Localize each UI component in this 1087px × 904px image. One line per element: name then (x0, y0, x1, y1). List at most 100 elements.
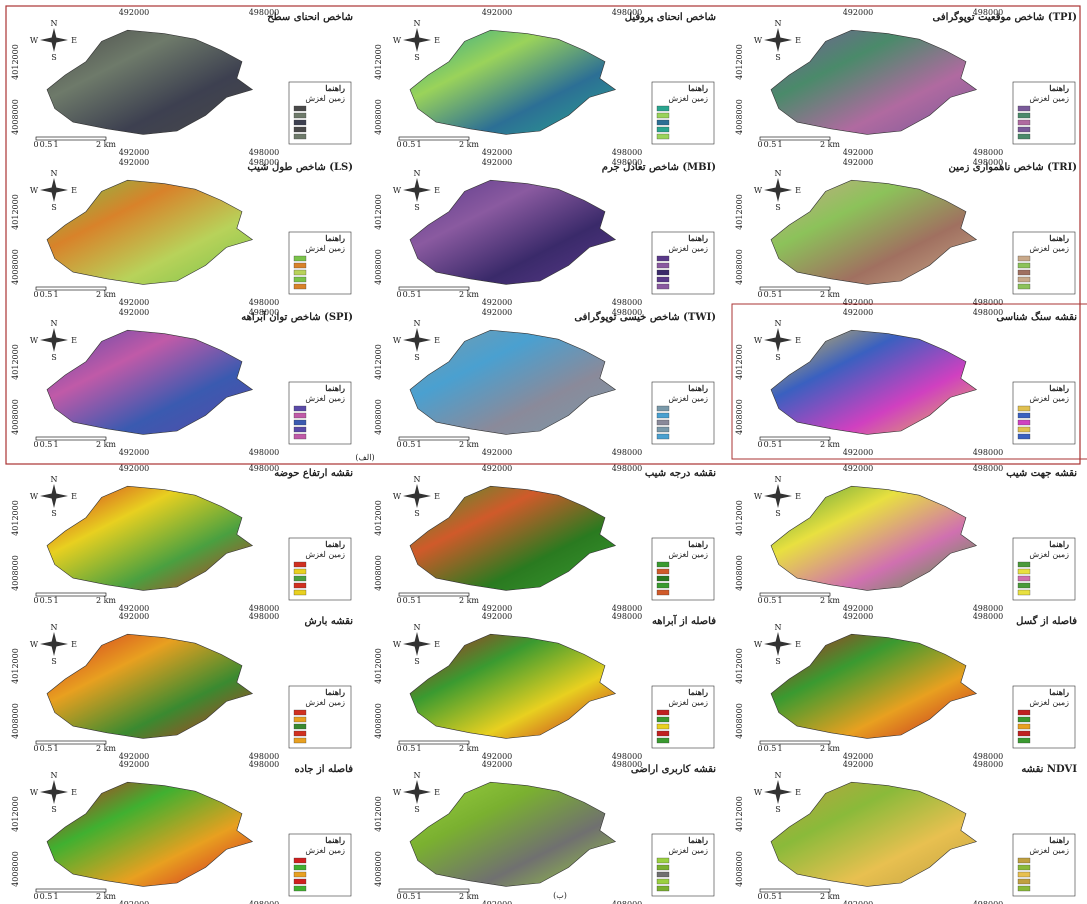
coord-label: 4012000 (374, 500, 383, 536)
catchment-map (770, 781, 978, 887)
scale-label: 0.5 (40, 440, 53, 449)
scale-label: 2 km (820, 140, 840, 149)
legend-landslide: زمین لغزش (668, 394, 708, 403)
catchment-map (770, 633, 978, 739)
coord-label: 498000 (973, 308, 1004, 317)
compass-letter: N (775, 169, 782, 178)
catchment-map (770, 329, 978, 435)
coord-label: 498000 (612, 298, 643, 307)
scale-label: 0 (396, 440, 401, 449)
legend-swatch (293, 126, 307, 133)
coord-label: 492000 (119, 752, 150, 761)
map-title: نقشه بارش (305, 616, 354, 627)
coord-label: 4012000 (735, 344, 744, 380)
scale-label: 0 (396, 596, 401, 605)
scale-label: 0.5 (403, 440, 416, 449)
map-title: شاخص انحنای سطح (267, 12, 353, 23)
legend-swatch (1017, 426, 1031, 433)
compass-letter: W (393, 788, 402, 797)
legend-swatch (656, 589, 670, 596)
compass-letter: E (434, 336, 440, 345)
legend-swatch (1017, 737, 1031, 744)
coord-label: 492000 (843, 298, 874, 307)
coord-label: 4008000 (374, 249, 383, 285)
north-arrow (40, 484, 68, 508)
scale-label: 0 (757, 892, 762, 901)
coord-label: 4008000 (735, 703, 744, 739)
coord-label: 4008000 (11, 99, 20, 135)
compass-letter: S (51, 657, 56, 666)
compass-letter: N (51, 771, 58, 780)
scale-label: 0 (396, 892, 401, 901)
legend-swatch (656, 871, 670, 878)
compass-letter: E (434, 788, 440, 797)
scale-label: 0.5 (764, 892, 777, 901)
legend-title: راهنما (325, 233, 345, 244)
legend-swatch (656, 737, 670, 744)
legend-title: راهنما (1049, 835, 1069, 846)
coord-label: 492000 (119, 900, 150, 904)
section-a-label: (الف) (355, 453, 374, 462)
scale-label: 2 km (96, 744, 116, 753)
legend-swatch (656, 255, 670, 262)
scale-label: 2 km (820, 892, 840, 901)
compass-letter: E (795, 36, 801, 45)
compass-letter: E (71, 492, 77, 501)
coord-label: 498000 (249, 8, 280, 17)
coord-label: 492000 (843, 448, 874, 457)
coord-label: 4012000 (11, 44, 20, 80)
legend-swatch (293, 133, 307, 140)
legend-swatch (656, 723, 670, 730)
legend-swatch (1017, 885, 1031, 892)
legend-landslide: زمین لغزش (305, 698, 345, 707)
scale-label: 1 (416, 596, 421, 605)
north-arrow (403, 632, 431, 656)
compass-letter: S (775, 657, 780, 666)
legend-landslide: زمین لغزش (1029, 394, 1069, 403)
coord-label: 498000 (612, 8, 643, 17)
map-panel: نقشه ارتفاع حوضه 492000 498000 492000 498000… (11, 464, 353, 613)
coord-label: 498000 (973, 604, 1004, 613)
legend-landslide: زمین لغزش (305, 394, 345, 403)
compass-letter: N (775, 19, 782, 28)
legend-swatch (1017, 730, 1031, 737)
legend-swatch (1017, 871, 1031, 878)
scale-label: 2 km (96, 892, 116, 901)
scale-bar (759, 436, 831, 441)
coord-label: 498000 (249, 308, 280, 317)
legend-swatch (293, 709, 307, 716)
catchment-map (409, 29, 617, 135)
legend-swatch (656, 716, 670, 723)
compass-letter: S (51, 53, 56, 62)
legend-swatch (293, 426, 307, 433)
legend-title: راهنما (325, 383, 345, 394)
coord-label: 4012000 (735, 796, 744, 832)
scale-label: 1 (53, 290, 58, 299)
compass-letter: S (775, 53, 780, 62)
map-title: نقشه درجه شیب (645, 468, 716, 479)
coord-label: 492000 (843, 464, 874, 473)
coord-label: 492000 (843, 604, 874, 613)
map-title: شاخص ناهمواری زمین (TRI) (949, 162, 1078, 173)
coord-label: 498000 (612, 308, 643, 317)
map-title: شاخص تعادل جرم (MBI) (602, 162, 716, 173)
coord-label: 4008000 (374, 555, 383, 591)
section-b-label: (ب) (553, 891, 567, 900)
map-panel: نقشه NDVI 492000 498000 492000 498000 4012000… (735, 760, 1077, 904)
compass-letter: N (414, 771, 421, 780)
coord-label: 4012000 (11, 194, 20, 230)
catchment-map (46, 633, 254, 739)
catchment-map (770, 179, 978, 285)
legend-swatch (656, 426, 670, 433)
scale-bar (759, 740, 831, 745)
legend-swatch (1017, 433, 1031, 440)
legend-title: راهنما (325, 539, 345, 550)
scale-bar (398, 740, 470, 745)
coord-label: 498000 (249, 900, 280, 904)
legend-swatch (293, 885, 307, 892)
coord-label: 4008000 (11, 851, 20, 887)
compass-letter: S (414, 805, 419, 814)
scale-label: 0.5 (40, 892, 53, 901)
legend-swatch (656, 412, 670, 419)
legend-swatch (1017, 269, 1031, 276)
